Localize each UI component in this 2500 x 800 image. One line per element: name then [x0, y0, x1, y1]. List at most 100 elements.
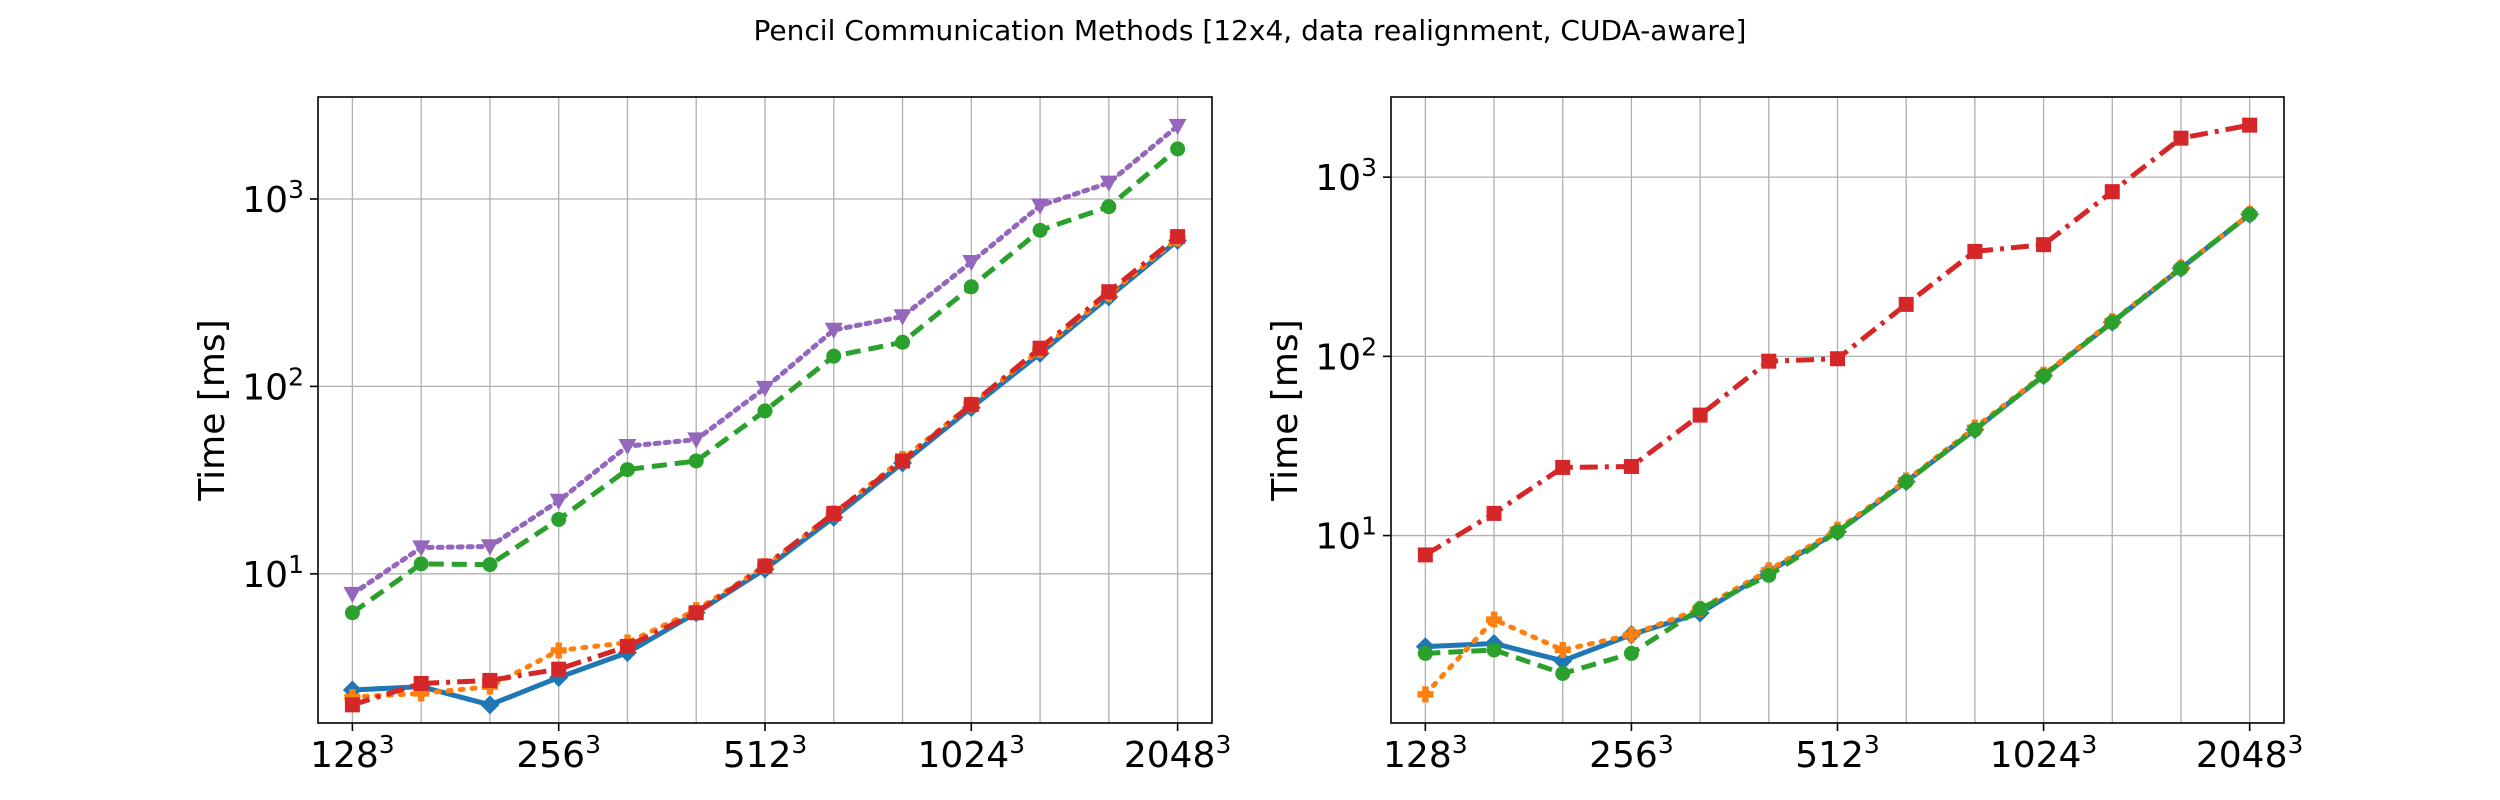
chart-panel-2: 1283 2563 5123 10243 20483 101 102 103 Time [ms] — [1265, 96, 2304, 776]
data-point — [412, 540, 431, 557]
data-point — [1168, 118, 1187, 136]
y-tick-label: 103 — [242, 175, 304, 221]
x-tick-label: 2563 — [1589, 730, 1674, 776]
data-point — [343, 586, 362, 604]
data-point — [480, 539, 499, 556]
data-point — [551, 511, 567, 527]
data-point — [895, 334, 911, 350]
data-point — [480, 695, 500, 715]
data-point — [2173, 260, 2189, 276]
data-point — [1967, 243, 1983, 259]
data-point — [1032, 222, 1048, 238]
data-point — [688, 453, 704, 469]
series-purple — [343, 118, 1187, 604]
data-point — [1486, 505, 1502, 521]
data-point — [1830, 524, 1845, 540]
data-point — [1486, 642, 1502, 658]
data-point — [962, 254, 981, 272]
data-point — [963, 397, 979, 413]
data-point — [756, 380, 774, 398]
data-point — [549, 493, 568, 510]
chart-panel-1: 1283 2563 5123 10243 20483 101 102 103 Time [ms] — [192, 96, 1232, 776]
data-point — [1553, 651, 1573, 671]
data-point — [1898, 474, 1914, 490]
data-point — [2104, 314, 2120, 330]
data-point — [413, 675, 429, 691]
data-point — [1830, 351, 1845, 367]
x-tick-label: 20483 — [2196, 730, 2304, 776]
data-point — [1486, 611, 1503, 628]
y-axis-label: Time [ms] — [1265, 319, 1306, 501]
data-point — [618, 438, 637, 456]
data-point — [1692, 407, 1708, 423]
x-tick-label: 5123 — [1795, 730, 1880, 776]
data-point — [687, 432, 706, 449]
data-point — [2036, 237, 2052, 253]
data-point — [2036, 368, 2052, 384]
x-tick-label: 10243 — [1990, 730, 2098, 776]
data-point — [824, 322, 843, 339]
data-point — [1898, 296, 1914, 312]
data-point — [1967, 422, 1983, 438]
data-point — [550, 642, 567, 659]
series-green — [344, 141, 1186, 621]
data-point — [619, 462, 635, 478]
y-tick-label: 101 — [1315, 512, 1377, 558]
data-point — [1170, 141, 1186, 157]
data-point — [1101, 199, 1117, 215]
data-point — [1032, 340, 1048, 356]
data-point — [1099, 175, 1118, 192]
figure-title: Pencil Communication Methods [12x4, data… — [754, 14, 1747, 47]
series-red — [344, 229, 1186, 713]
data-point — [757, 558, 773, 574]
data-point — [826, 505, 842, 521]
data-point — [1623, 645, 1639, 661]
x-tick-label: 20483 — [1124, 730, 1232, 776]
data-point — [826, 348, 842, 364]
data-point — [413, 685, 430, 702]
series-red — [1417, 117, 2258, 563]
data-point — [2242, 117, 2258, 133]
data-point — [551, 661, 567, 677]
data-point — [482, 672, 498, 688]
x-tick-label: 2563 — [516, 730, 601, 776]
data-point — [482, 557, 498, 573]
series-group — [342, 118, 1188, 715]
y-tick-label: 102 — [242, 362, 304, 408]
data-point — [1101, 284, 1117, 300]
data-point — [2242, 206, 2258, 222]
data-point — [1623, 626, 1640, 643]
y-tick-label: 103 — [1315, 153, 1377, 199]
data-point — [1555, 665, 1571, 681]
data-point — [1692, 601, 1708, 617]
data-point — [2104, 184, 2120, 200]
data-point — [413, 556, 429, 572]
y-tick-label: 102 — [1315, 332, 1377, 378]
data-point — [1555, 459, 1571, 475]
data-point — [688, 605, 704, 621]
y-axis-label: Time [ms] — [192, 319, 233, 501]
data-point — [1761, 353, 1777, 369]
data-point — [893, 309, 912, 326]
data-point — [619, 638, 635, 654]
x-tick-label: 10243 — [918, 730, 1026, 776]
data-point — [963, 279, 979, 295]
x-tick-label: 1283 — [310, 730, 395, 776]
series-green — [1417, 206, 2258, 681]
data-point — [344, 605, 360, 621]
data-point — [2173, 130, 2189, 146]
data-point — [1417, 645, 1433, 661]
data-point — [1761, 567, 1777, 583]
data-point — [1031, 198, 1050, 215]
data-point — [344, 689, 361, 706]
data-point — [757, 403, 773, 419]
grid — [1391, 97, 2284, 723]
data-point — [1417, 547, 1433, 563]
data-point — [1417, 686, 1434, 703]
data-point — [1554, 641, 1571, 658]
x-tick-label: 1283 — [1383, 730, 1468, 776]
data-point — [344, 697, 360, 713]
data-point — [895, 453, 911, 469]
y-tick-label: 101 — [242, 550, 304, 596]
